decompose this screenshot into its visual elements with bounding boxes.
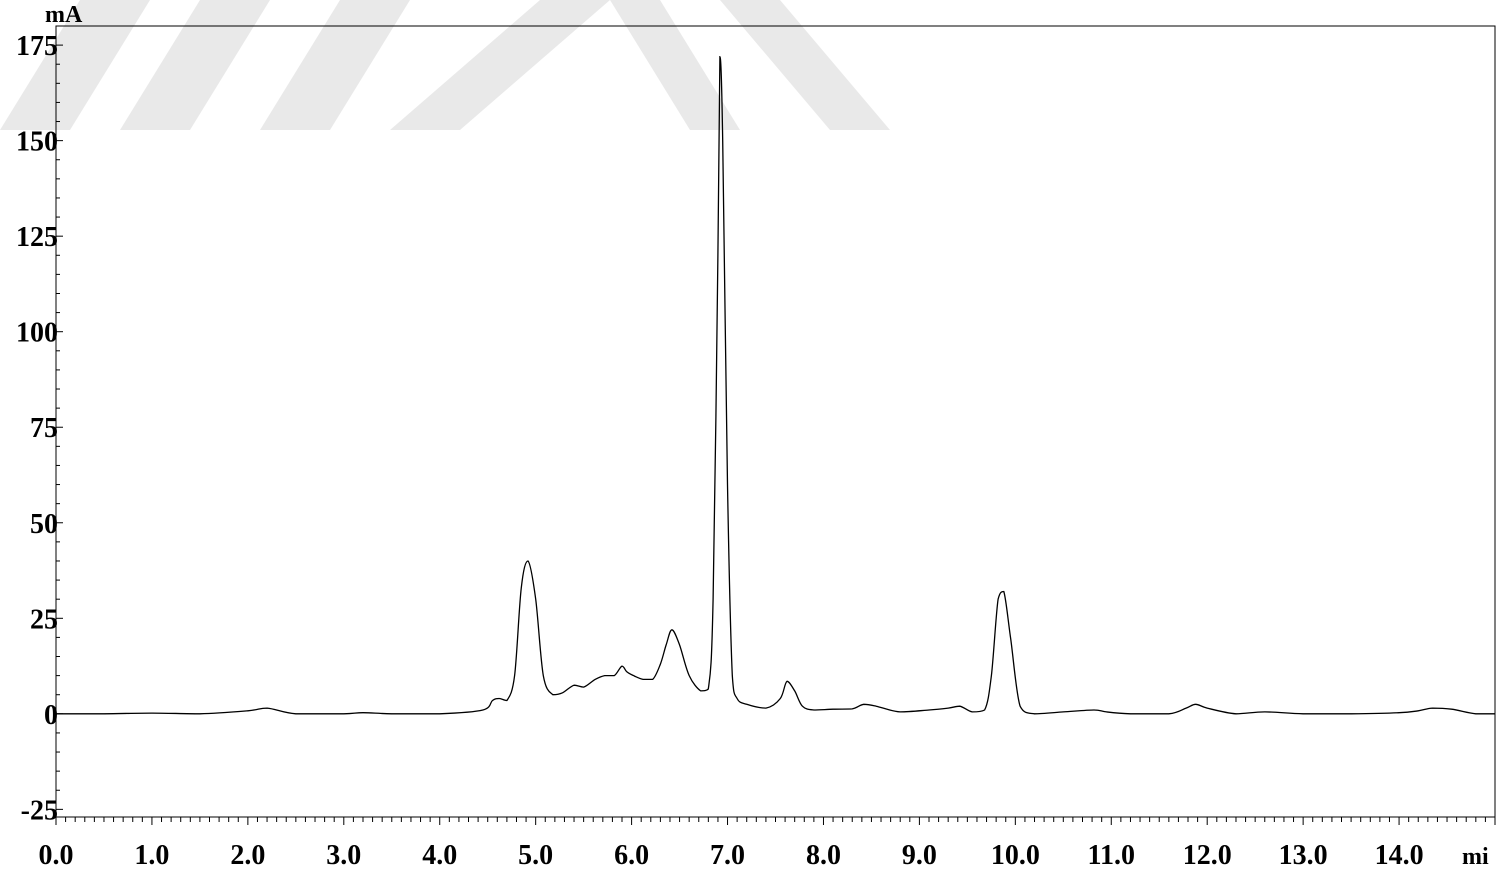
y-tick-label: 75	[30, 413, 58, 444]
x-axis: 0.0 1.0 2.0 3.0 4.0 5.0 6.0 7.0 8.0 9.0 10.0 11.0 12…	[39, 817, 1496, 871]
watermark-band-2	[120, 0, 270, 130]
x-tick-label: 10.0	[991, 840, 1040, 871]
plot-frame	[55, 25, 1496, 818]
y-tick-label: 25	[30, 604, 58, 635]
x-tick-label: 12.0	[1183, 840, 1232, 871]
x-tick-label: 11.0	[1088, 840, 1135, 871]
x-tick-label: 0.0	[39, 840, 74, 871]
y-tick-label: 0	[44, 700, 58, 731]
x-tick-label: 3.0	[326, 840, 361, 871]
y-axis-unit: mA	[45, 2, 83, 28]
x-tick-label: 14.0	[1375, 840, 1424, 871]
watermark-band-3	[260, 0, 410, 130]
x-tick-label: 1.0	[134, 840, 169, 871]
x-tick-label: 5.0	[518, 840, 553, 871]
y-tick-label: 125	[16, 222, 58, 253]
y-tick-label: -25	[21, 795, 58, 826]
watermark-band-6	[720, 0, 890, 130]
watermark	[0, 0, 890, 130]
y-axis: -25 0 25 50 75 100 125 150 175	[16, 31, 63, 826]
x-axis-unit: mi	[1462, 844, 1489, 870]
x-tick-label: 13.0	[1279, 840, 1328, 871]
watermark-band-4	[390, 0, 610, 130]
x-tick-label: 8.0	[806, 840, 841, 871]
x-tick-label: 2.0	[230, 840, 265, 871]
x-tick-label: 6.0	[614, 840, 649, 871]
x-tick-label: 9.0	[902, 840, 937, 871]
y-tick-label: 175	[16, 31, 58, 62]
watermark-band-5	[610, 0, 740, 130]
chromatogram-trace	[55, 55, 1495, 715]
x-tick-label: 4.0	[422, 840, 457, 871]
x-tick-label: 7.0	[710, 840, 745, 871]
y-tick-label: 100	[16, 318, 58, 349]
y-tick-label: 50	[30, 509, 58, 540]
y-tick-label: 150	[16, 127, 58, 158]
watermark-band-1	[0, 0, 150, 130]
